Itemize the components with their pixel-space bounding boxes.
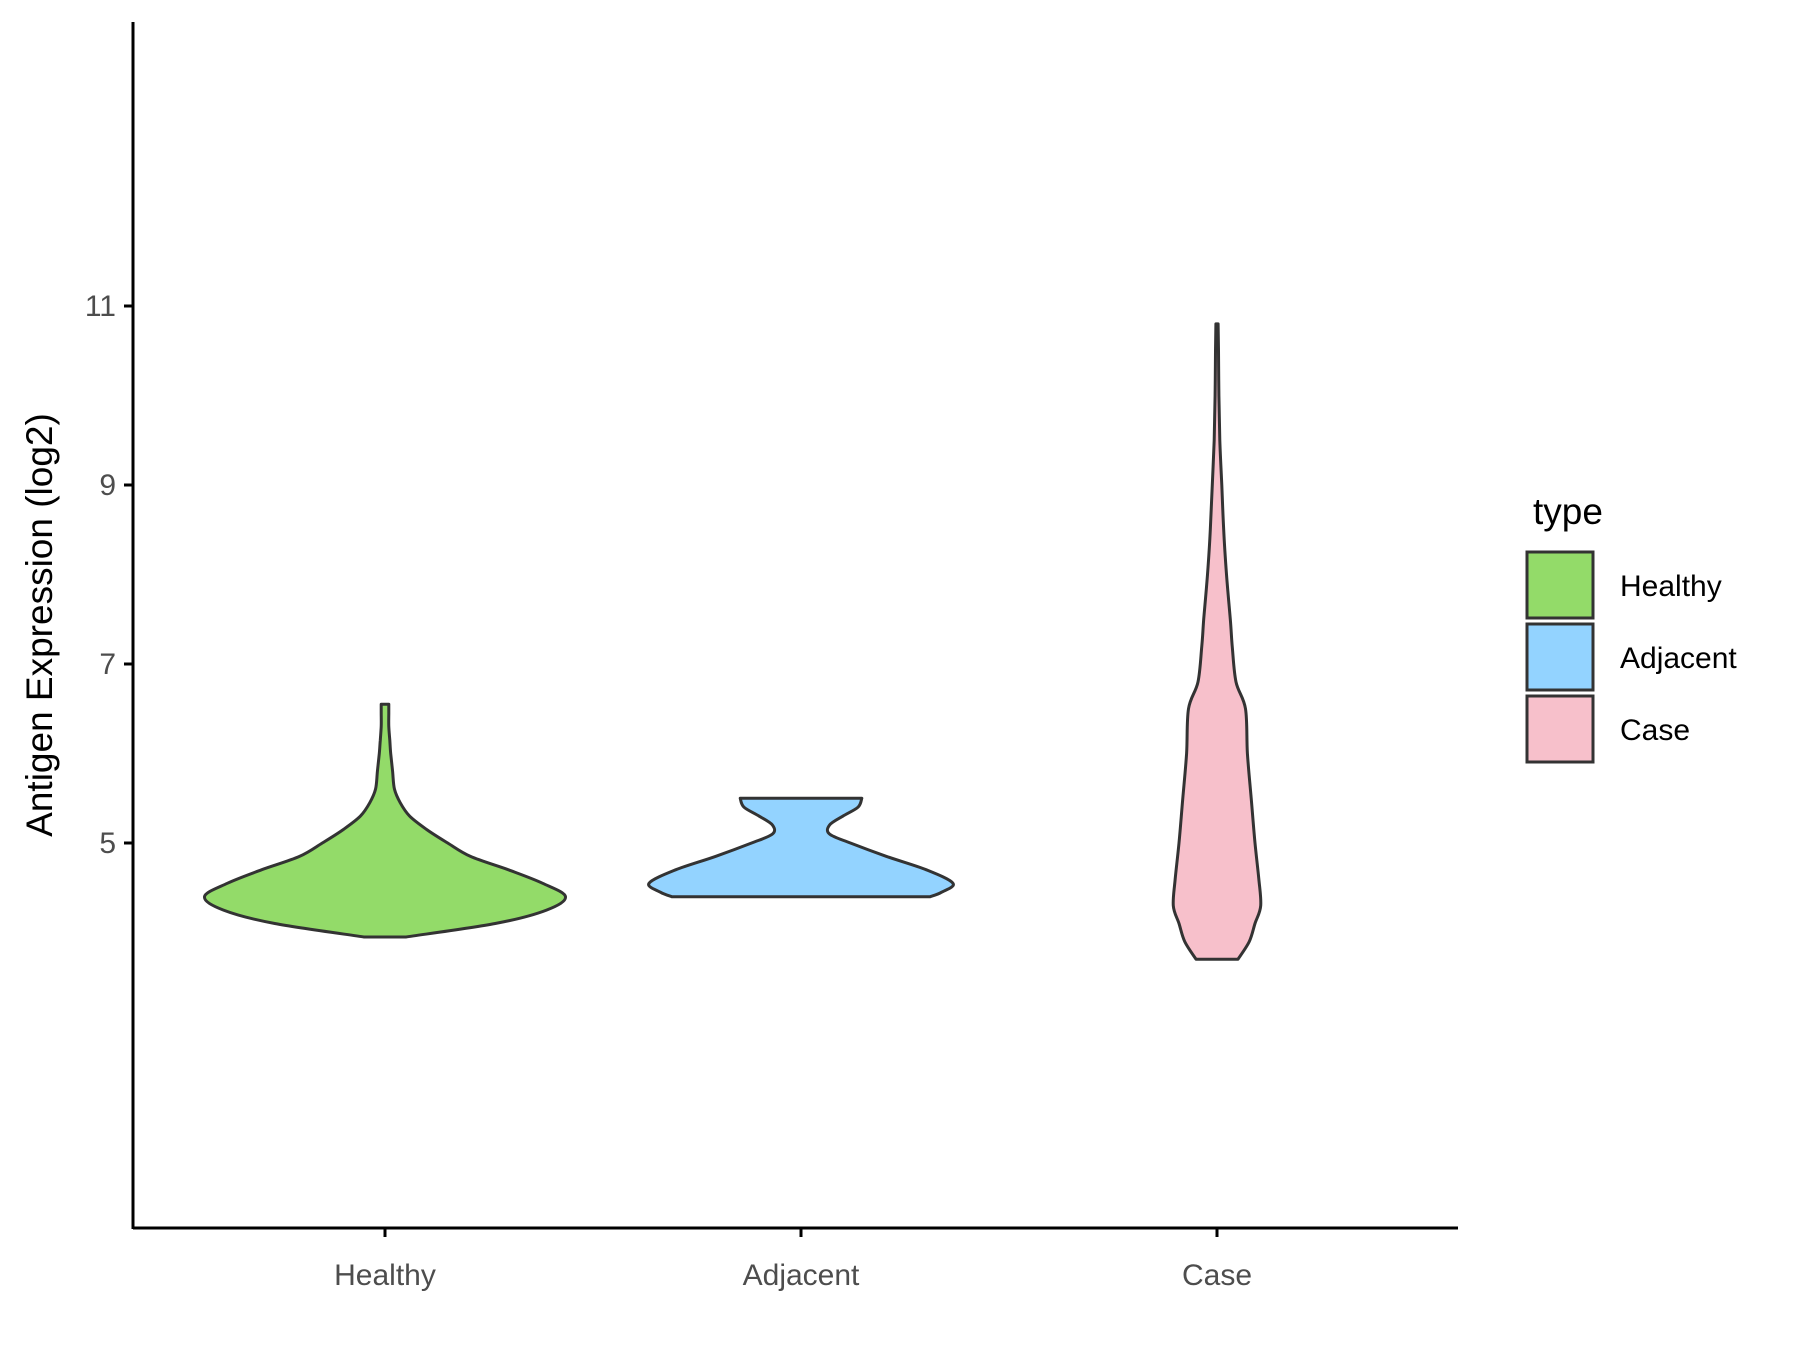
legend-label: Healthy <box>1620 570 1722 603</box>
y-axis-title: Antigen Expression (log2) <box>19 413 60 837</box>
legend: type Healthy Adjacent Case <box>1525 491 1737 764</box>
legend-key-adjacent <box>1525 622 1595 692</box>
violin-group <box>203 322 1263 961</box>
y-tick-label: 5 <box>99 827 116 860</box>
x-tick-label: Adjacent <box>743 1259 860 1292</box>
legend-key-healthy <box>1525 550 1595 620</box>
legend-label: Case <box>1620 714 1690 747</box>
y-tick-label: 9 <box>99 469 116 502</box>
y-tick-label: 11 <box>85 290 116 323</box>
x-tick-label: Healthy <box>334 1259 436 1292</box>
y-axis: 5 7 9 11 <box>85 22 135 1229</box>
legend-label: Adjacent <box>1620 642 1737 675</box>
x-axis: Healthy Adjacent Case <box>133 1226 1458 1292</box>
violin-case <box>1171 322 1263 961</box>
violin-healthy <box>203 702 567 939</box>
y-tick-label: 7 <box>99 648 116 681</box>
violin-adjacent <box>647 796 955 899</box>
legend-title: type <box>1533 491 1603 532</box>
legend-key-case <box>1525 694 1595 764</box>
x-tick-label: Case <box>1182 1259 1252 1292</box>
